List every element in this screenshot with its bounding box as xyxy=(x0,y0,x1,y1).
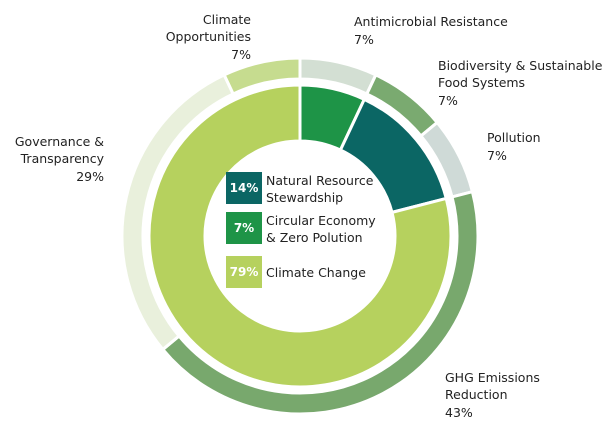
legend-label: Climate Opportunities xyxy=(165,12,251,44)
legend-label: Governance & Transparency xyxy=(14,134,104,166)
legend-label: Pollution xyxy=(487,130,541,145)
legend-value-box: 14% xyxy=(226,172,262,204)
value-label: 7% xyxy=(231,47,251,62)
legend-value-box: 79% xyxy=(226,256,262,288)
value-label: 29% xyxy=(76,169,104,184)
legend-label: Biodiversity & Sustainable Food Systems xyxy=(438,58,603,90)
value-label: 7% xyxy=(354,32,374,47)
legend-label: Natural Resource Stewardship xyxy=(266,173,374,205)
value-label: 43% xyxy=(445,405,473,420)
legend-label: Antimicrobial Resistance xyxy=(354,14,508,29)
value-label: 7% xyxy=(487,148,507,163)
legend-value-box: 7% xyxy=(226,212,262,244)
legend-label: Circular Economy & Zero Polution xyxy=(266,213,376,245)
donut-segment xyxy=(147,83,453,389)
legend-label: Climate Change xyxy=(266,265,366,280)
value-label: 7% xyxy=(438,93,458,108)
donut-segment xyxy=(222,56,302,96)
legend-label: GHG Emissions Reduction xyxy=(445,370,540,402)
